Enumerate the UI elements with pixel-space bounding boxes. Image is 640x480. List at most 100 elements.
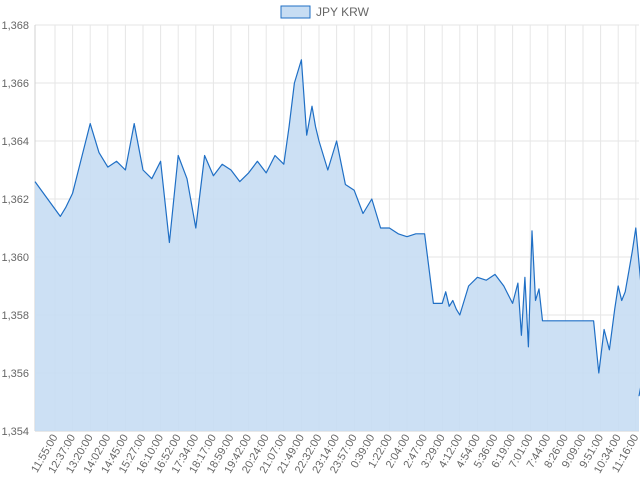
data-point[interactable]: [541, 319, 544, 322]
data-point[interactable]: [335, 140, 338, 143]
y-tick-label: 1,364: [1, 136, 29, 148]
data-point[interactable]: [212, 174, 215, 177]
data-point[interactable]: [150, 177, 153, 180]
data-point[interactable]: [634, 227, 637, 230]
data-point[interactable]: [448, 305, 451, 308]
data-point[interactable]: [203, 154, 206, 157]
data-point[interactable]: [370, 198, 373, 201]
data-point[interactable]: [574, 319, 577, 322]
data-point[interactable]: [613, 308, 616, 311]
data-point[interactable]: [238, 180, 241, 183]
series-line: [34, 59, 640, 397]
data-point[interactable]: [627, 270, 630, 273]
data-point[interactable]: [310, 105, 313, 108]
data-point[interactable]: [564, 319, 567, 322]
data-point[interactable]: [494, 273, 497, 276]
data-point[interactable]: [578, 319, 581, 322]
data-point[interactable]: [624, 290, 627, 293]
data-point[interactable]: [159, 160, 162, 163]
data-point[interactable]: [455, 308, 458, 311]
data-point[interactable]: [603, 328, 606, 331]
data-point[interactable]: [597, 372, 600, 375]
data-point[interactable]: [441, 302, 444, 305]
data-point[interactable]: [444, 290, 447, 293]
y-tick-label: 1,354: [1, 426, 29, 438]
y-tick-label: 1,356: [1, 368, 29, 380]
data-point[interactable]: [300, 58, 303, 61]
data-point[interactable]: [534, 299, 537, 302]
data-point[interactable]: [582, 319, 585, 322]
data-point[interactable]: [451, 299, 454, 302]
data-point[interactable]: [34, 180, 37, 183]
y-axis: 1,354 1,356 1,358 1,360 1,362 1,364 1,366 1,368: [1, 20, 29, 438]
data-point[interactable]: [282, 163, 285, 166]
data-point[interactable]: [168, 241, 171, 244]
data-point[interactable]: [124, 169, 127, 172]
data-point[interactable]: [520, 334, 523, 337]
data-point[interactable]: [115, 160, 118, 163]
data-point[interactable]: [523, 276, 526, 279]
data-point[interactable]: [133, 122, 136, 125]
x-axis: 11:55:0012:37:0013:20:0014:02:0014:45:00…: [29, 433, 640, 476]
data-point[interactable]: [274, 154, 277, 157]
data-point[interactable]: [314, 125, 317, 128]
data-point[interactable]: [288, 125, 291, 128]
data-point[interactable]: [485, 279, 488, 282]
data-point[interactable]: [530, 229, 533, 232]
y-tick-label: 1,360: [1, 252, 29, 264]
data-point[interactable]: [247, 171, 250, 174]
data-point[interactable]: [620, 299, 623, 302]
data-point[interactable]: [98, 151, 101, 154]
data-point[interactable]: [406, 235, 409, 238]
data-point[interactable]: [555, 319, 558, 322]
y-tick-label: 1,358: [1, 310, 29, 322]
data-point[interactable]: [326, 169, 329, 172]
data-point[interactable]: [511, 302, 514, 305]
data-point[interactable]: [631, 250, 634, 253]
data-point[interactable]: [80, 157, 83, 160]
y-tick-label: 1,366: [1, 78, 29, 90]
data-point[interactable]: [362, 212, 365, 215]
data-point[interactable]: [318, 140, 321, 143]
data-point[interactable]: [516, 282, 519, 285]
data-point[interactable]: [256, 160, 259, 163]
data-point[interactable]: [414, 232, 417, 235]
data-point[interactable]: [142, 169, 145, 172]
data-point[interactable]: [617, 285, 620, 288]
data-point[interactable]: [587, 319, 590, 322]
data-point[interactable]: [538, 287, 541, 290]
data-point[interactable]: [194, 227, 197, 230]
data-point[interactable]: [379, 227, 382, 230]
data-point[interactable]: [567, 319, 570, 322]
data-point[interactable]: [388, 227, 391, 230]
data-point[interactable]: [397, 232, 400, 235]
data-point[interactable]: [59, 215, 62, 218]
data-point[interactable]: [177, 154, 180, 157]
data-point[interactable]: [186, 177, 189, 180]
data-point[interactable]: [476, 276, 479, 279]
plot-area: [34, 58, 640, 431]
data-point[interactable]: [353, 189, 356, 192]
data-point[interactable]: [432, 302, 435, 305]
data-point[interactable]: [502, 285, 505, 288]
data-point[interactable]: [592, 319, 595, 322]
data-point[interactable]: [89, 122, 92, 125]
data-point[interactable]: [608, 348, 611, 351]
data-point[interactable]: [64, 206, 67, 209]
data-point[interactable]: [344, 183, 347, 186]
data-point[interactable]: [71, 192, 74, 195]
data-point[interactable]: [265, 171, 268, 174]
data-point[interactable]: [106, 166, 109, 169]
legend-label: JPY KRW: [316, 5, 370, 19]
data-point[interactable]: [571, 319, 574, 322]
data-point[interactable]: [458, 314, 461, 317]
data-point[interactable]: [221, 163, 224, 166]
data-point[interactable]: [467, 285, 470, 288]
data-point[interactable]: [230, 169, 233, 172]
data-point[interactable]: [293, 82, 296, 85]
data-point[interactable]: [527, 345, 530, 348]
data-point[interactable]: [546, 319, 549, 322]
legend[interactable]: JPY KRW: [280, 5, 370, 19]
data-point[interactable]: [423, 232, 426, 235]
data-point[interactable]: [305, 134, 308, 137]
